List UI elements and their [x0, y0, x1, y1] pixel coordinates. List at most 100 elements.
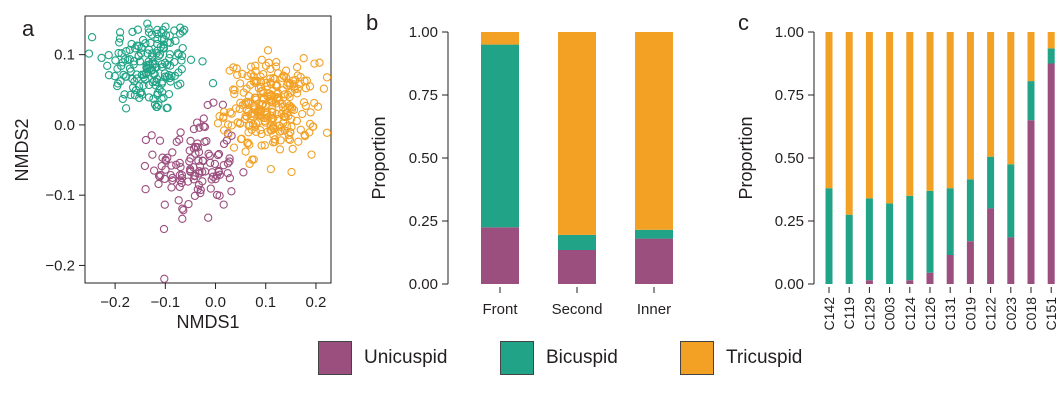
- point-unicuspid: [175, 182, 184, 192]
- point-tricuspid: [264, 58, 273, 67]
- point-bicuspid: [139, 70, 148, 79]
- point-tricuspid: [273, 90, 282, 99]
- point-bicuspid: [103, 61, 112, 70]
- point-bicuspid: [118, 94, 127, 104]
- point-bicuspid: [84, 49, 94, 58]
- point-tricuspid: [266, 80, 276, 89]
- point-bicuspid: [144, 93, 154, 102]
- point-tricuspid: [219, 112, 228, 121]
- point-unicuspid: [225, 174, 235, 183]
- bar-segment-bicuspid: [886, 203, 894, 284]
- point-tricuspid: [322, 73, 332, 82]
- x-tick-label: C119: [841, 297, 857, 330]
- point-unicuspid: [175, 135, 184, 144]
- point-bicuspid: [135, 93, 144, 103]
- point-bicuspid: [208, 79, 218, 88]
- x-tick-label: −0.1: [151, 294, 181, 311]
- bar-segment-unicuspid: [481, 227, 519, 284]
- x-tick-label: C019: [962, 297, 978, 331]
- point-tricuspid: [251, 76, 260, 85]
- y-tick-label: −0.2: [45, 257, 75, 274]
- y-tick-label: 0.1: [54, 47, 75, 64]
- point-tricuspid: [269, 113, 278, 123]
- x-axis-ticks: −0.2 −0.1 0.0 0.1 0.2: [100, 283, 326, 311]
- point-bicuspid: [177, 51, 187, 61]
- point-bicuspid: [142, 64, 152, 73]
- y-axis-label: Proportion: [736, 116, 756, 199]
- x-tick-label: C151: [1043, 297, 1059, 331]
- point-bicuspid: [144, 24, 153, 33]
- point-tricuspid: [225, 66, 234, 75]
- point-bicuspid: [121, 104, 131, 113]
- point-bicuspid: [173, 81, 183, 90]
- point-bicuspid: [128, 27, 137, 37]
- point-unicuspid: [214, 166, 223, 176]
- point-tricuspid: [282, 73, 291, 82]
- point-bicuspid: [104, 51, 113, 60]
- scatter-points: [84, 19, 332, 283]
- y-axis-ticks: 0.00 0.25 0.50 0.75 1.00: [409, 24, 448, 293]
- legend-swatch-unicuspid: [318, 341, 352, 375]
- bar-segment-bicuspid: [865, 198, 873, 281]
- point-tricuspid: [262, 110, 272, 119]
- point-tricuspid: [270, 135, 280, 144]
- point-unicuspid: [223, 169, 232, 178]
- legend: Unicuspid Bicuspid Tricuspid: [0, 340, 1064, 380]
- point-tricuspid: [310, 59, 319, 68]
- panel-b-stacked-bar: b 0.000.250.500.751.00 Front Second Inner …: [366, 10, 673, 318]
- legend-label-tricuspid: Tricuspid: [726, 347, 803, 368]
- point-bicuspid: [143, 19, 152, 28]
- bar-segment-tricuspid: [865, 32, 873, 199]
- point-unicuspid: [186, 136, 195, 146]
- point-unicuspid: [189, 175, 198, 184]
- bar-segment-unicuspid: [926, 272, 934, 284]
- point-tricuspid: [263, 127, 272, 136]
- point-bicuspid: [143, 49, 152, 58]
- point-unicuspid: [199, 114, 208, 123]
- y-tick-label: 0.25: [409, 213, 438, 230]
- point-unicuspid: [194, 156, 203, 165]
- point-bicuspid: [87, 33, 97, 42]
- point-unicuspid: [155, 136, 165, 145]
- point-bicuspid: [166, 77, 175, 86]
- panel-c-stacked-bar: c 0.000.250.500.751.00 C142 C119 C129 C003 C…: [736, 10, 1059, 330]
- point-bicuspid: [117, 49, 126, 58]
- point-bicuspid: [146, 38, 155, 48]
- point-unicuspid: [204, 213, 213, 222]
- bar-segment-tricuspid: [926, 32, 934, 191]
- point-unicuspid: [160, 274, 169, 283]
- point-bicuspid: [153, 29, 162, 39]
- point-bicuspid: [178, 27, 187, 36]
- point-unicuspid: [167, 161, 176, 170]
- point-unicuspid: [168, 148, 177, 157]
- point-tricuspid: [243, 71, 252, 81]
- point-unicuspid: [166, 170, 175, 180]
- point-tricuspid: [280, 72, 289, 81]
- point-unicuspid: [219, 200, 228, 209]
- bar-segment-bicuspid: [635, 229, 673, 239]
- point-unicuspid: [209, 98, 218, 107]
- bar-segment-unicuspid: [1007, 237, 1015, 284]
- point-tricuspid: [227, 109, 236, 118]
- point-unicuspid: [195, 123, 204, 132]
- point-unicuspid: [140, 161, 150, 171]
- point-tricuspid: [296, 125, 305, 134]
- bar-segment-unicuspid: [1047, 63, 1055, 284]
- point-unicuspid: [177, 170, 187, 180]
- point-tricuspid: [299, 54, 308, 63]
- point-tricuspid: [230, 89, 239, 99]
- point-tricuspid: [259, 94, 269, 104]
- point-unicuspid: [225, 157, 234, 166]
- point-tricuspid: [243, 139, 252, 148]
- point-unicuspid: [195, 169, 204, 178]
- point-unicuspid: [203, 100, 212, 110]
- x-tick-label: Inner: [637, 301, 671, 318]
- point-tricuspid: [245, 121, 254, 130]
- point-tricuspid: [257, 141, 266, 150]
- point-bicuspid: [150, 100, 160, 109]
- point-unicuspid: [206, 184, 215, 193]
- point-bicuspid: [171, 36, 180, 46]
- bar-segment-bicuspid: [946, 188, 954, 255]
- bar-segment-unicuspid: [865, 280, 873, 284]
